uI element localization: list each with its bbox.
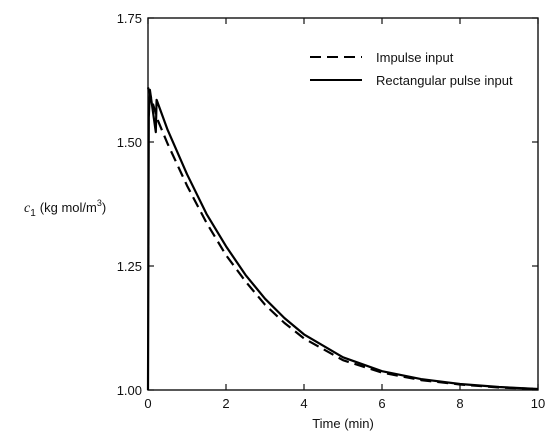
y-tick-label: 1.25 <box>117 259 142 274</box>
x-axis-title: Time (min) <box>312 416 374 431</box>
y-axis-title: c1 (kg mol/m3) <box>24 198 106 219</box>
x-tick-label: 10 <box>531 396 545 411</box>
y-tick-label: 1.50 <box>117 135 142 150</box>
x-tick-label: 0 <box>144 396 151 411</box>
x-tick-label: 8 <box>456 396 463 411</box>
y-axis-close: ) <box>102 200 106 215</box>
series-line-rectangular <box>146 88 539 391</box>
series-line-impulse <box>146 87 539 391</box>
y-axis-symbol: c <box>24 201 31 216</box>
y-axis-exponent: 3 <box>97 198 102 208</box>
x-tick-label: 6 <box>378 396 385 411</box>
y-axis-units: (kg mol/m <box>40 200 97 215</box>
axis-ticks: 0 2 4 6 8 10 1.00 1.25 1.50 1.75 <box>117 11 546 411</box>
legend: Impulse input Rectangular pulse input <box>310 50 513 88</box>
legend-label-rectangular: Rectangular pulse input <box>376 73 513 88</box>
y-tick-label: 1.75 <box>117 11 142 26</box>
y-tick-label: 1.00 <box>117 383 142 398</box>
x-tick-label: 4 <box>300 396 307 411</box>
y-axis-subscript: 1 <box>30 208 36 219</box>
x-tick-label: 2 <box>222 396 229 411</box>
series-layer <box>146 87 539 391</box>
legend-label-impulse: Impulse input <box>376 50 454 65</box>
